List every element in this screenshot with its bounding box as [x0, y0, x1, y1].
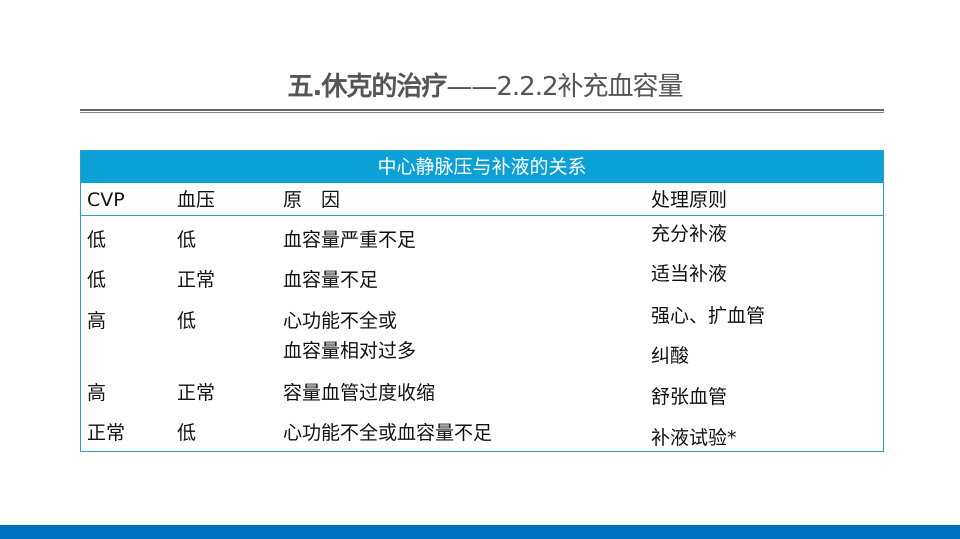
row3-cvp: 高: [87, 310, 107, 332]
cvp-table: 中心静脉压与补液的关系 CVP 血压 原 因 处理原则 低 低 血容量严重不足 …: [80, 150, 884, 452]
row3-cause-line2: 血容量相对过多: [283, 340, 417, 362]
header-divider: [81, 215, 883, 216]
row1-cause: 血容量严重不足: [283, 229, 417, 251]
row5-treatment: 补液试验*: [651, 427, 737, 449]
title-divider-thin: [80, 112, 884, 113]
row3-cause: 心功能不全或: [283, 310, 398, 332]
row2-cvp: 低: [87, 269, 107, 291]
header-cvp: CVP: [87, 189, 125, 211]
header-treatment: 处理原则: [651, 189, 728, 211]
row4-bp: 正常: [177, 382, 216, 404]
title-light: ——2.2.2补充血容量: [446, 72, 683, 102]
row1-cvp: 低: [87, 229, 107, 251]
row1-bp: 低: [177, 229, 197, 251]
row2-cause: 血容量不足: [283, 269, 379, 291]
footer-bar: [0, 525, 960, 539]
row4-cvp: 高: [87, 382, 107, 404]
table-caption: 中心静脉压与补液的关系: [81, 151, 883, 183]
slide-title: 五.休克的治疗——2.2.2补充血容量: [0, 66, 960, 103]
row5-cause: 心功能不全或血容量不足: [283, 422, 493, 444]
row2-bp: 正常: [177, 269, 216, 291]
row4-treatment: 舒张血管: [651, 386, 728, 408]
header-bp: 血压: [177, 189, 216, 211]
row3-treatment: 强心、扩血管: [651, 305, 766, 327]
row3-treatment-line2: 纠酸: [651, 345, 690, 367]
title-bold: 五.休克的治疗: [287, 72, 447, 102]
row4-cause: 容量血管过度收缩: [283, 382, 436, 404]
row5-cvp: 正常: [87, 422, 126, 444]
row5-bp: 低: [177, 422, 197, 444]
row3-bp: 低: [177, 310, 197, 332]
row1-treatment: 充分补液: [651, 223, 728, 245]
header-cause: 原 因: [283, 189, 341, 211]
title-divider: [80, 109, 884, 111]
row2-treatment: 适当补液: [651, 263, 728, 285]
